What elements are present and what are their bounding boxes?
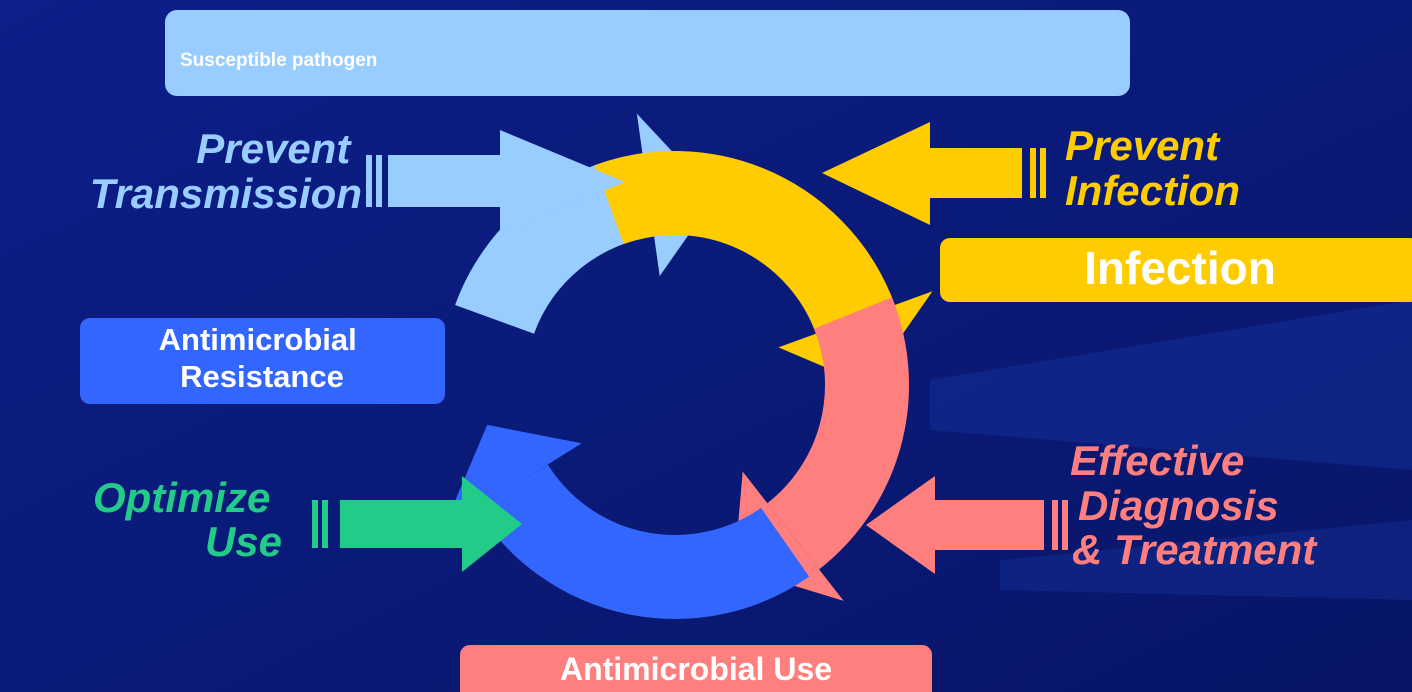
intervention-label: Prevent Transmission: [90, 125, 362, 217]
node-label: Susceptible pathogen: [180, 50, 377, 71]
node-label: Infection: [1084, 242, 1276, 294]
arrow-prevent-transmission: [366, 130, 625, 235]
label-line: Transmission: [90, 170, 362, 217]
cycle-arc: [476, 463, 810, 619]
intervention-label: Optimize Use: [93, 474, 282, 565]
cycle: [442, 113, 933, 619]
intervention-label: Prevent Infection: [1065, 122, 1240, 214]
label-line: Use: [205, 518, 282, 565]
intervention-label: Effective Diagnosis & Treatment: [1070, 437, 1318, 573]
label-line: Diagnosis: [1078, 482, 1279, 529]
label-line: Prevent: [196, 125, 352, 172]
background-streak: [1000, 520, 1412, 600]
label-line: & Treatment: [1072, 526, 1318, 573]
label-line: Effective: [1070, 437, 1244, 484]
label-line: Prevent: [1065, 122, 1221, 169]
label-line: Optimize: [93, 474, 270, 521]
label-line: Infection: [1065, 167, 1240, 214]
cycle-arc: [766, 297, 909, 570]
node-label: Antimicrobial Use: [560, 651, 832, 687]
label-line: Resistance: [180, 359, 344, 394]
arrow-diagnosis-treatment: [866, 476, 1068, 574]
label-line: Antimicrobial: [159, 322, 357, 357]
cycle-arc: [594, 151, 895, 335]
box-infection: [940, 238, 1412, 302]
box-antimicrobial-use: [460, 645, 932, 692]
background-streak: [930, 300, 1412, 470]
box-resistance: [80, 318, 445, 404]
arrow-optimize-use: [312, 476, 522, 572]
box-susceptible: [165, 10, 1130, 96]
node-label: Antimicrobial Resistance: [159, 322, 366, 394]
arrow-prevent-infection: [822, 122, 1046, 225]
